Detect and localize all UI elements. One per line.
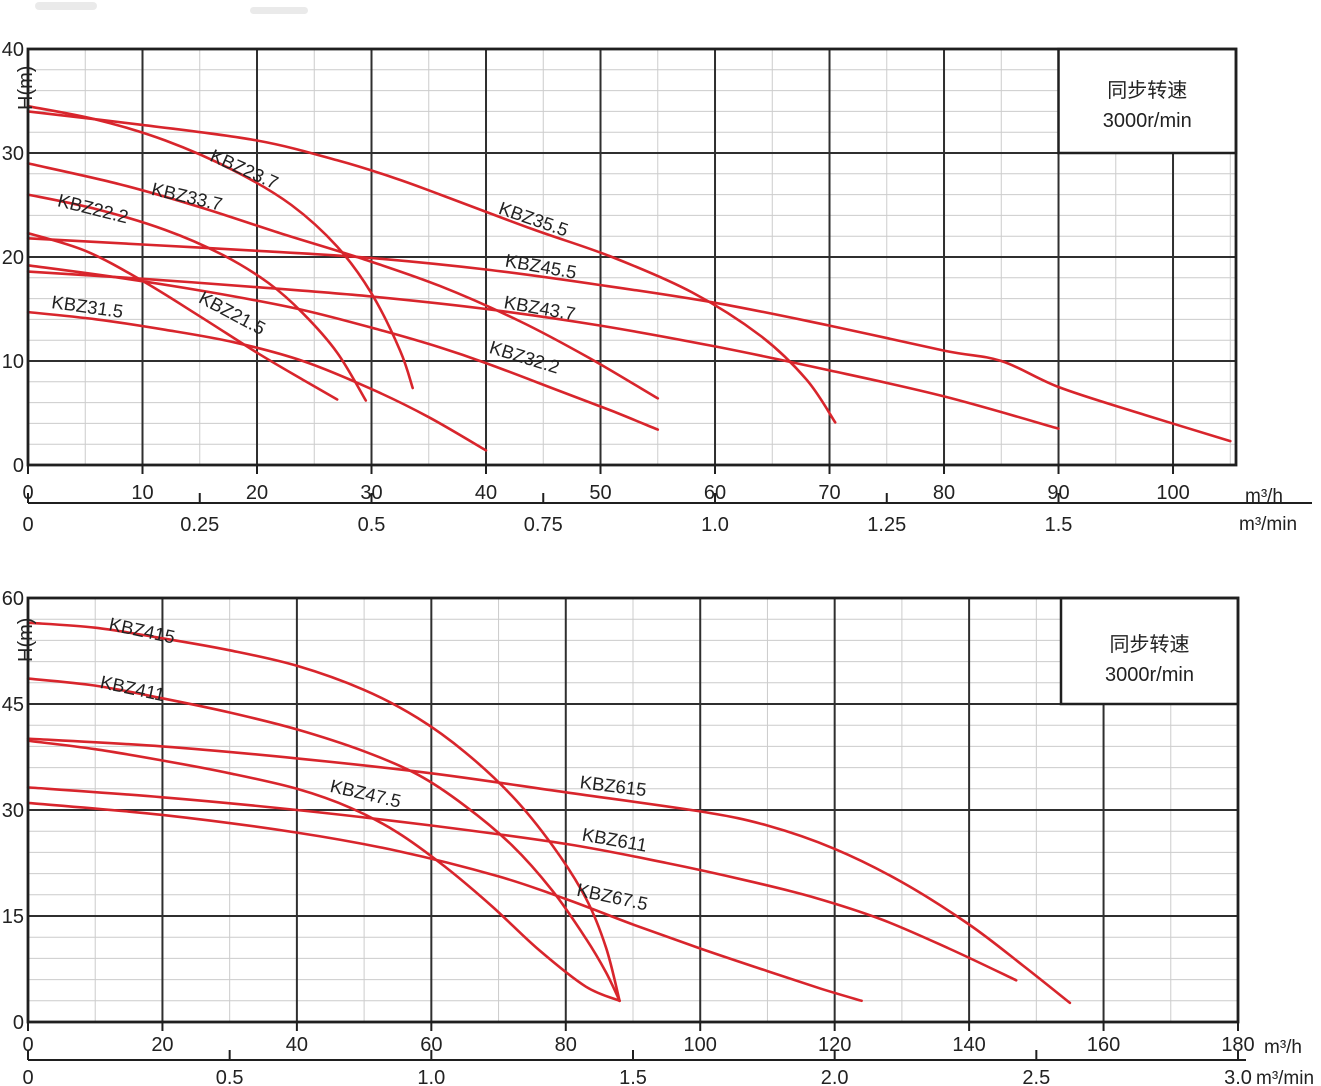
curve-KBZ31.5 (26, 310, 488, 452)
scan-smudge (250, 7, 308, 14)
y-tick-label: 30 (2, 800, 24, 822)
curve-label-KBZ415: KBZ415 (107, 613, 177, 647)
x-tick-label: 100 (1156, 482, 1189, 504)
legend-line-rpm: 3000r/min (1105, 664, 1194, 686)
x2-axis: 0 0.5 1.0 1.5 2.0 2.5 3.0 (22, 1050, 1252, 1086)
y-tick-label: 10 (2, 351, 24, 373)
x2-unit-label: m³/min (1239, 514, 1297, 535)
x2-tick-label: 0.5 (358, 514, 386, 536)
y-tick-label: 0 (13, 455, 24, 477)
legend-line-rpm: 3000r/min (1103, 110, 1192, 132)
curve-label-KBZ32.2: KBZ32.2 (487, 336, 562, 377)
x2-tick-label: 2.0 (821, 1067, 849, 1086)
x-tick-label: 120 (818, 1034, 851, 1056)
x2-tick-label: 0 (22, 1067, 33, 1086)
legend-line-sync-speed: 同步转速 (1107, 79, 1187, 102)
curves (26, 621, 1072, 1005)
major-gridlines (28, 49, 1236, 465)
x2-tick-label: 1.5 (619, 1067, 647, 1086)
y-tick-label: 0 (13, 1012, 24, 1034)
x-tick-label: 40 (286, 1034, 308, 1056)
x-unit-label: m³/h (1264, 1037, 1302, 1058)
curve-label-KBZ67.5: KBZ67.5 (575, 879, 650, 915)
minor-gridlines (28, 49, 1236, 465)
curve-KBZ67.5 (26, 801, 863, 1003)
plot-border (26, 596, 1240, 1024)
x2-tick-label: 0 (22, 514, 33, 536)
x2-tick-label: 1.0 (417, 1067, 445, 1086)
curve-KBZ32.2 (26, 264, 660, 431)
x2-tick-label: 2.5 (1022, 1067, 1050, 1086)
x2-unit-label: m³/min (1256, 1068, 1314, 1086)
y-tick-label: 20 (2, 247, 24, 269)
y-axis: 0 10 20 30 40 H(m) (2, 39, 37, 477)
curve-label-KBZ35.5: KBZ35.5 (496, 197, 571, 240)
curve-KBZ45.5 (26, 236, 1232, 443)
y-axis-title: H(m) (15, 618, 37, 662)
y-axis-title: H(m) (15, 66, 37, 110)
curve-KBZ35.5 (26, 110, 837, 424)
x-tick-label: 100 (684, 1034, 717, 1056)
x-tick-label: 80 (933, 482, 955, 504)
x-tick-label: 50 (589, 482, 611, 504)
x-tick-label: 80 (555, 1034, 577, 1056)
plot-border (26, 47, 1238, 467)
curve-KBZ615 (26, 737, 1072, 1005)
x-tick-label: 180 (1221, 1034, 1254, 1056)
curve-KBZ43.7 (26, 270, 1060, 430)
curve-KBZ611 (26, 786, 1018, 982)
curves (26, 104, 1232, 452)
y-tick-label: 30 (2, 143, 24, 165)
x-tick-label: 60 (420, 1034, 442, 1056)
curve-KBZ21.5 (26, 231, 339, 401)
x-tick-label: 20 (246, 482, 268, 504)
scan-smudge (35, 2, 97, 10)
curve-label-KBZ411: KBZ411 (98, 671, 166, 705)
x-unit-label: m³/h (1245, 486, 1283, 507)
x2-tick-label: 1.5 (1045, 514, 1073, 536)
legend-line-sync-speed: 同步转速 (1110, 633, 1190, 656)
y-tick-label: 40 (2, 39, 24, 61)
curve-KBZ47.5 (26, 739, 621, 1003)
legend-rect (1059, 596, 1240, 706)
y-tick-label: 15 (2, 906, 24, 928)
curve-label-KBZ47.5: KBZ47.5 (328, 775, 403, 812)
legend-box: 同步转速 3000r/min (1059, 596, 1240, 706)
curve-KBZ22.2 (26, 193, 368, 402)
legend-box: 同步转速 3000r/min (1057, 47, 1238, 155)
x-tick-label: 20 (151, 1034, 173, 1056)
x2-tick-label: 0.5 (216, 1067, 244, 1086)
curve-KBZ23.7 (26, 104, 414, 390)
x-tick-label: 0 (22, 1034, 33, 1056)
curve-KBZ415 (26, 621, 621, 1003)
curve-label-KBZ22.2: KBZ22.2 (56, 190, 131, 228)
x2-tick-label: 1.25 (867, 514, 906, 536)
x-tick-label: 40 (475, 482, 497, 504)
curve-label-KBZ33.7: KBZ33.7 (150, 178, 225, 215)
x-axis: 0102030405060708090100 (22, 465, 1190, 504)
x2-axis: 0 0.25 0.5 0.75 1.0 1.25 1.5 (22, 493, 1312, 536)
x2-tick-label: 0.25 (180, 514, 219, 536)
x2-tick-label: 3.0 (1224, 1067, 1252, 1086)
x-tick-label: 140 (952, 1034, 985, 1056)
legend-rect (1057, 47, 1238, 155)
x2-tick-label: 1.0 (701, 514, 729, 536)
x-tick-label: 70 (818, 482, 840, 504)
curve-label-KBZ611: KBZ611 (581, 824, 649, 856)
x2-tick-label: 0.75 (524, 514, 563, 536)
chart-top: KBZ23.7KBZ33.7KBZ22.2KBZ21.5KBZ35.5KBZ45… (2, 39, 1312, 536)
y-tick-label: 60 (2, 588, 24, 610)
y-tick-label: 45 (2, 694, 24, 716)
y-axis: 0 15 30 45 60 H(m) (2, 588, 37, 1034)
x-tick-label: 10 (131, 482, 153, 504)
x-tick-label: 160 (1087, 1034, 1120, 1056)
x-axis: 0 20 40 60 80 100 120 140 160 180 (22, 1022, 1255, 1056)
